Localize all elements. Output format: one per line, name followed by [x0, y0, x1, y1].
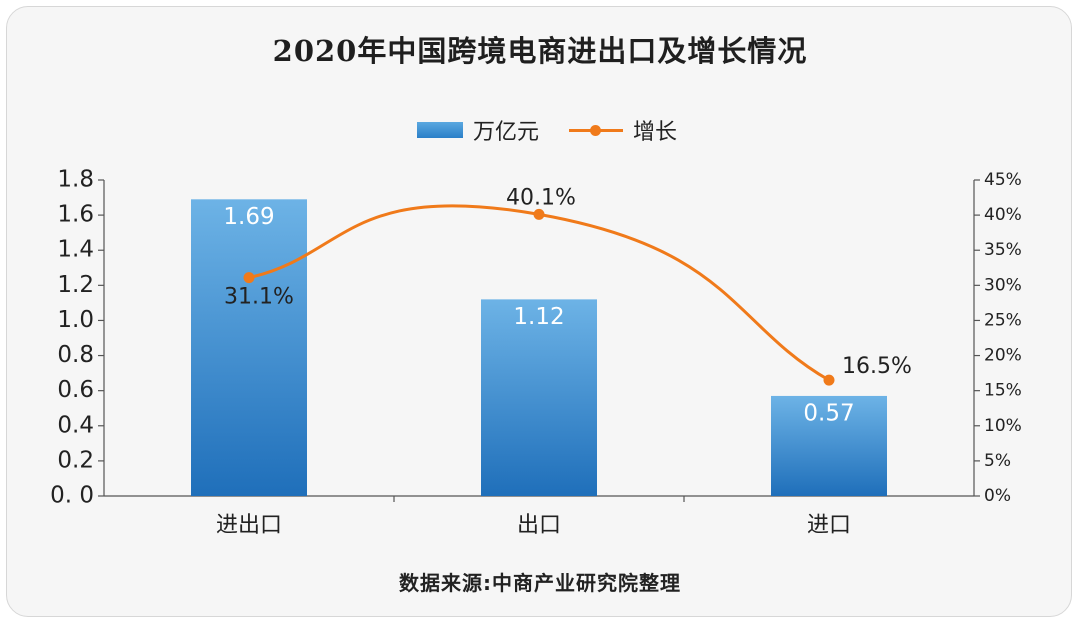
bar	[481, 299, 597, 496]
legend-bar-swatch	[417, 122, 463, 138]
bar-value-label: 1.12	[513, 304, 564, 330]
growth-value-label: 40.1%	[506, 185, 576, 210]
growth-point	[823, 374, 835, 386]
x-tick-label: 进口	[807, 513, 851, 538]
y-left-tick-label: 1.4	[57, 237, 94, 263]
x-tick-label: 进出口	[216, 513, 282, 538]
x-tick-label: 出口	[517, 513, 561, 538]
y-left-tick-label: 0.6	[57, 377, 94, 403]
y-left-tick-label: 1.6	[57, 202, 94, 228]
y-right-tick-label: 0%	[984, 486, 1011, 506]
y-left-tick-label: 0.2	[57, 447, 94, 473]
chart-legend: 万亿元 增长	[0, 115, 1080, 145]
bar-value-label: 1.69	[223, 204, 274, 230]
y-left-tick-label: 1.8	[57, 167, 94, 193]
growth-point	[243, 272, 255, 284]
bar	[771, 395, 887, 496]
y-right-tick-label: 25%	[984, 310, 1022, 330]
growth-point	[533, 208, 545, 220]
y-right-tick-label: 40%	[984, 205, 1022, 225]
y-left-tick-label: 1.0	[57, 307, 94, 333]
growth-value-label: 31.1%	[224, 285, 294, 310]
y-right-tick-label: 15%	[984, 381, 1022, 401]
y-left-tick-label: 1.2	[57, 272, 94, 298]
legend-label-line: 增长	[633, 120, 678, 145]
y-right-tick-label: 30%	[984, 275, 1022, 295]
legend-item-line: 增长	[569, 115, 677, 145]
y-right-tick-label: 45%	[984, 170, 1022, 190]
y-left-tick-label: 0.8	[57, 342, 94, 368]
y-right-tick-label: 5%	[984, 451, 1011, 471]
bar-value-label: 0.57	[803, 400, 854, 426]
y-left-tick-label: 0. 0	[50, 483, 94, 509]
y-right-tick-label: 35%	[984, 240, 1022, 260]
legend-label-bar: 万亿元	[473, 120, 540, 145]
y-left-tick-label: 0.4	[57, 412, 94, 438]
growth-value-label: 16.5%	[842, 354, 912, 379]
y-right-tick-label: 20%	[984, 346, 1022, 366]
y-right-tick-label: 10%	[984, 416, 1022, 436]
source-note: 数据来源:中商产业研究院整理	[399, 571, 681, 595]
chart-title: 2020年中国跨境电商进出口及增长情况	[272, 34, 808, 68]
legend-line-swatch	[569, 122, 623, 138]
legend-item-bar: 万亿元	[417, 115, 539, 145]
bar	[191, 199, 307, 497]
